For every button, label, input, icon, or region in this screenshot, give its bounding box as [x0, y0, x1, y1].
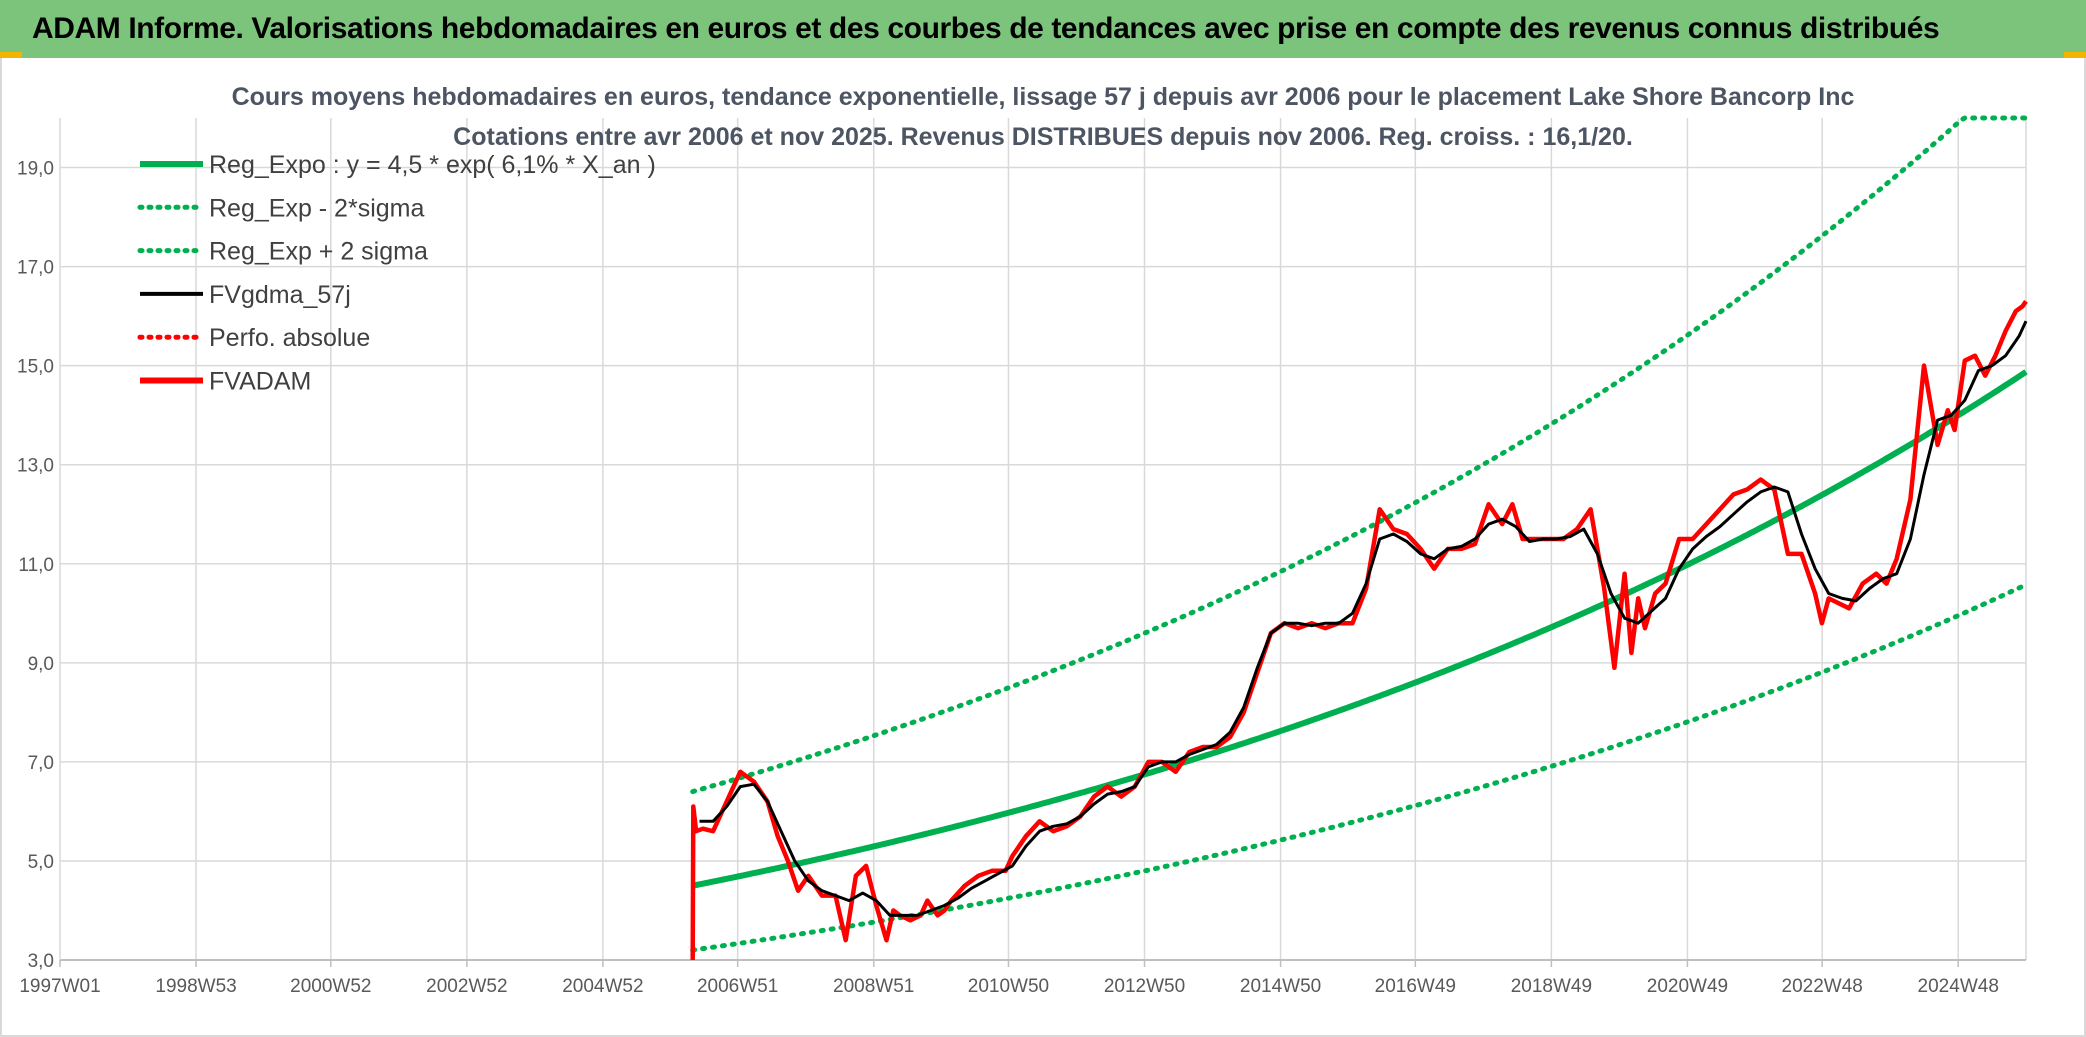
x-tick-label: 2018W49 [1511, 976, 1592, 997]
series-reg-expo [692, 369, 2028, 889]
series-reg-exp-minus-2sigma [690, 582, 2029, 953]
x-tick-label: 2008W51 [833, 976, 914, 997]
x-tick-label: 2022W48 [1782, 976, 1863, 997]
y-tick-label: 3,0 [28, 951, 54, 972]
x-tick-label: 2006W51 [697, 976, 778, 997]
x-tick-label: 2014W50 [1240, 976, 1321, 997]
chart-title-line-2: Cotations entre avr 2006 et nov 2025. Re… [453, 123, 1633, 151]
y-tick-label: 9,0 [28, 654, 54, 675]
x-tick-label: 1997W01 [19, 976, 100, 997]
x-tick-label: 2000W52 [290, 976, 371, 997]
legend-label: Perfo. absolue [209, 324, 370, 352]
y-tick-label: 15,0 [17, 357, 54, 378]
series-fvadam [690, 300, 2028, 961]
y-tick-label: 17,0 [17, 258, 54, 279]
x-tick-label: 2016W49 [1375, 976, 1456, 997]
x-tick-label: 2010W50 [968, 976, 1049, 997]
series-reg-exp-plus-2sigma [690, 115, 2029, 795]
y-tick-label: 13,0 [17, 456, 54, 477]
series [690, 115, 2029, 961]
legend-label: Reg_Exp - 2*sigma [209, 194, 424, 222]
report-banner: ADAM Informe. Valorisations hebdomadaire… [0, 0, 2086, 58]
x-tick-label: 2020W49 [1647, 976, 1728, 997]
y-tick-label: 19,0 [17, 159, 54, 180]
legend-label: FVgdma_57j [209, 281, 351, 309]
x-tick-label: 2002W52 [426, 976, 507, 997]
legend-label: Reg_Expo : y = 4,5 * exp( 6,1% * X_an ) [209, 151, 656, 179]
x-tick-label: 1998W53 [155, 976, 236, 997]
chart-title-line-1: Cours moyens hebdomadaires en euros, ten… [232, 83, 1855, 111]
legend-label: Reg_Exp + 2 sigma [209, 238, 428, 266]
banner-corner-right [2064, 52, 2086, 58]
legend: Reg_Expo : y = 4,5 * exp( 6,1% * X_an ) R… [137, 151, 656, 396]
x-tick-label: 2012W50 [1104, 976, 1185, 997]
axes: 3,0 5,0 7,0 9,0 11,0 13,0 15,0 17,0 19,0 1997W01 1… [17, 118, 2026, 997]
grid [60, 118, 2027, 960]
legend-label: FVADAM [209, 368, 311, 396]
y-tick-label: 7,0 [28, 753, 54, 774]
chart-frame [0, 58, 2086, 1037]
series-fvgdma-57j [699, 320, 2028, 917]
y-tick-label: 11,0 [18, 555, 54, 576]
x-tick-label: 2024W48 [1918, 976, 1999, 997]
valuation-chart: 3,0 5,0 7,0 9,0 11,0 13,0 15,0 17,0 19,0 1997W01 1… [17, 83, 2029, 997]
y-tick-label: 5,0 [28, 852, 54, 873]
report-title: ADAM Informe. Valorisations hebdomadaire… [32, 12, 1940, 45]
x-tick-label: 2004W52 [562, 976, 643, 997]
banner-corner-left [0, 52, 22, 58]
